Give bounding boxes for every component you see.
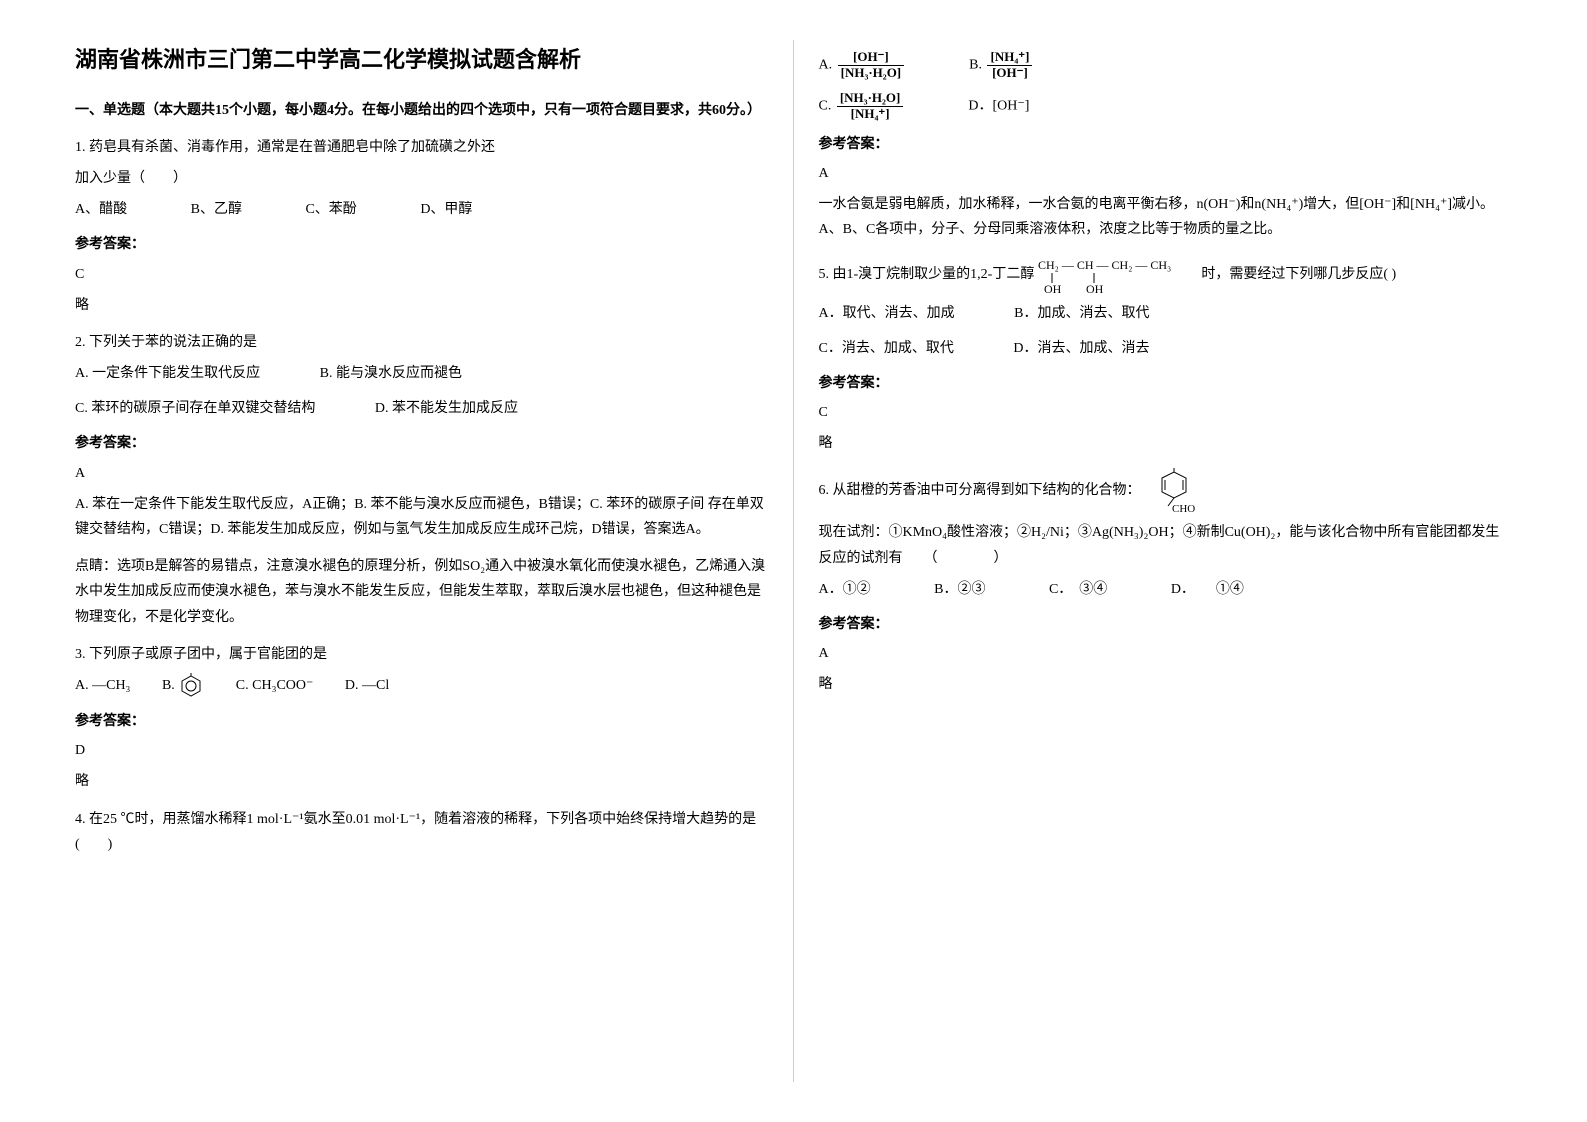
q5-options-row1: A．取代、消去、加成 B．加成、消去、取代 bbox=[819, 301, 1513, 326]
q5-opt-a: A．取代、消去、加成 bbox=[819, 306, 955, 321]
page-title: 湖南省株洲市三门第二中学高二化学模拟试题含解析 bbox=[75, 40, 768, 80]
butanediol-structure-icon: CH₂ — CH — CH₂ — CH₃ OH OH bbox=[1038, 255, 1198, 295]
section-heading: 一、单选题（本大题共15个小题，每小题4分。在每小题给出的四个选项中，只有一项符… bbox=[75, 98, 768, 123]
q4-explanation: 一水合氨是弱电解质，加水稀释，一水合氨的电离平衡右移，n(OH⁻)和n(NH₄⁺… bbox=[819, 192, 1513, 242]
q6-opt-b: B．②③ bbox=[934, 577, 985, 602]
q2-options-row2: C. 苯环的碳原子间存在单双键交替结构 D. 苯不能发生加成反应 bbox=[75, 396, 768, 421]
q2-explanation-2: 点睛：选项B是解答的易错点，注意溴水褪色的原理分析，例如SO₂通入中被溴水氧化而… bbox=[75, 554, 768, 630]
svg-text:CHO: CHO bbox=[1172, 503, 1195, 514]
q5-opt-c: C．消去、加成、取代 bbox=[819, 341, 954, 356]
q1-opt-a: A、醋酸 bbox=[75, 197, 127, 222]
q6-stem-2: 现在试剂：①KMnO₄酸性溶液；②H₂/Ni；③Ag(NH₃)₂OH；④新制Cu… bbox=[819, 520, 1513, 570]
q5-answer-label: 参考答案： bbox=[819, 371, 1513, 396]
q6-options: A．①② B．②③ C． ③④ D． ①④ bbox=[819, 577, 1513, 602]
q4-answer-value: A bbox=[819, 161, 1513, 186]
q5-stem: 5. 由1-溴丁烷制取少量的1,2-丁二醇 CH₂ — CH — CH₂ — C… bbox=[819, 255, 1513, 295]
q2-opt-d: D. 苯不能发生加成反应 bbox=[375, 401, 518, 416]
q4-frac-b-num: [NH₄⁺] bbox=[987, 50, 1032, 66]
left-column: 湖南省株洲市三门第二中学高二化学模拟试题含解析 一、单选题（本大题共15个小题，… bbox=[50, 40, 794, 1082]
q5-answer-value: C bbox=[819, 400, 1513, 425]
q2-options-row1: A. 一定条件下能发生取代反应 B. 能与溴水反应而褪色 bbox=[75, 361, 768, 386]
q6-answer-label: 参考答案： bbox=[819, 612, 1513, 637]
q6-opt-c: C． ③④ bbox=[1049, 577, 1107, 602]
q4-stem: 4. 在25 ℃时，用蒸馏水稀释1 mol·L⁻¹氨水至0.01 mol·L⁻¹… bbox=[75, 807, 768, 857]
q6-explanation: 略 bbox=[819, 672, 1513, 697]
aromatic-compound-icon: CHO bbox=[1144, 468, 1204, 514]
q5-stem-b: 时，需要经过下列哪几步反应( ) bbox=[1201, 267, 1396, 282]
q4-frac-b-den: [OH⁻] bbox=[987, 66, 1032, 81]
q2-opt-c: C. 苯环的碳原子间存在单双键交替结构 bbox=[75, 401, 315, 416]
q5-opt-d: D．消去、加成、消去 bbox=[1013, 341, 1149, 356]
q5-stem-a: 5. 由1-溴丁烷制取少量的1,2-丁二醇 bbox=[819, 267, 1035, 282]
q4-frac-c: [NH₃·H₂O] [NH₄⁺] bbox=[837, 91, 904, 122]
q6-stem: 6. 从甜橙的芳香油中可分离得到如下结构的化合物： CHO bbox=[819, 468, 1513, 514]
q4-frac-b: [NH₄⁺] [OH⁻] bbox=[987, 50, 1032, 81]
q5-explanation: 略 bbox=[819, 431, 1513, 456]
q1-stem-2: 加入少量（ ） bbox=[75, 166, 768, 191]
q4-answer-label: 参考答案： bbox=[819, 132, 1513, 157]
q1-answer-value: C bbox=[75, 262, 768, 287]
q2-answer-value: A bbox=[75, 461, 768, 486]
svg-text:OH: OH bbox=[1086, 282, 1104, 295]
q3-answer-label: 参考答案： bbox=[75, 709, 768, 734]
q3-opt-b: B. bbox=[162, 678, 175, 693]
q4-options-row1: A. [OH⁻] [NH₃·H₂O] B. [NH₄⁺] [OH⁻] bbox=[819, 50, 1513, 81]
q3-opt-d: D. —Cl bbox=[345, 678, 389, 693]
q1-explanation: 略 bbox=[75, 293, 768, 318]
q6-opt-a: A．①② bbox=[819, 577, 871, 602]
q5-opt-b: B．加成、消去、取代 bbox=[1014, 306, 1149, 321]
q4-opt-b: B. bbox=[969, 58, 982, 73]
q4-options-row2: C. [NH₃·H₂O] [NH₄⁺] D．[OH⁻] bbox=[819, 91, 1513, 122]
q3-options: A. —CH₃ B. C. CH₃COO⁻ D. —Cl bbox=[75, 673, 768, 699]
q4-frac-c-num: [NH₃·H₂O] bbox=[837, 91, 904, 107]
q1-stem-1: 1. 药皂具有杀菌、消毒作用，通常是在普通肥皂中除了加硫磺之外还 bbox=[75, 135, 768, 160]
q4-frac-a-num: [OH⁻] bbox=[838, 50, 905, 66]
svg-text:OH: OH bbox=[1044, 282, 1062, 295]
q2-opt-a: A. 一定条件下能发生取代反应 bbox=[75, 366, 260, 381]
q1-answer-label: 参考答案： bbox=[75, 232, 768, 257]
q1-opt-b: B、乙醇 bbox=[191, 197, 242, 222]
q3-opt-c: C. CH₃COO⁻ bbox=[236, 678, 314, 693]
q3-explanation: 略 bbox=[75, 769, 768, 794]
q2-explanation-1: A. 苯在一定条件下能发生取代反应，A正确；B. 苯不能与溴水反应而褪色，B错误… bbox=[75, 492, 768, 542]
benzene-ring-icon bbox=[178, 673, 204, 699]
q6-opt-d: D． ①④ bbox=[1171, 577, 1244, 602]
q6-answer-value: A bbox=[819, 641, 1513, 666]
q6-stem-text: 6. 从甜橙的芳香油中可分离得到如下结构的化合物： bbox=[819, 484, 1141, 499]
q4-opt-d: D．[OH⁻] bbox=[968, 99, 1029, 114]
q5-options-row2: C．消去、加成、取代 D．消去、加成、消去 bbox=[819, 336, 1513, 361]
q2-answer-label: 参考答案： bbox=[75, 431, 768, 456]
q4-frac-a-den: [NH₃·H₂O] bbox=[838, 66, 905, 81]
q4-frac-c-den: [NH₄⁺] bbox=[837, 107, 904, 122]
q4-frac-a: [OH⁻] [NH₃·H₂O] bbox=[838, 50, 905, 81]
q3-stem: 3. 下列原子或原子团中，属于官能团的是 bbox=[75, 642, 768, 667]
q2-stem: 2. 下列关于苯的说法正确的是 bbox=[75, 330, 768, 355]
q3-answer-value: D bbox=[75, 738, 768, 763]
q3-opt-a: A. —CH₃ bbox=[75, 678, 130, 693]
q4-opt-a: A. bbox=[819, 58, 833, 73]
q2-opt-b: B. 能与溴水反应而褪色 bbox=[320, 366, 462, 381]
q1-opt-d: D、甲醇 bbox=[420, 197, 472, 222]
q1-opt-c: C、苯酚 bbox=[305, 197, 356, 222]
right-column: A. [OH⁻] [NH₃·H₂O] B. [NH₄⁺] [OH⁻] C. [N… bbox=[794, 40, 1538, 1082]
svg-text:CH₂ — CH — CH₂ — CH₃: CH₂ — CH — CH₂ — CH₃ bbox=[1038, 258, 1171, 272]
q4-opt-c: C. bbox=[819, 99, 832, 114]
q1-options: A、醋酸 B、乙醇 C、苯酚 D、甲醇 bbox=[75, 197, 768, 222]
